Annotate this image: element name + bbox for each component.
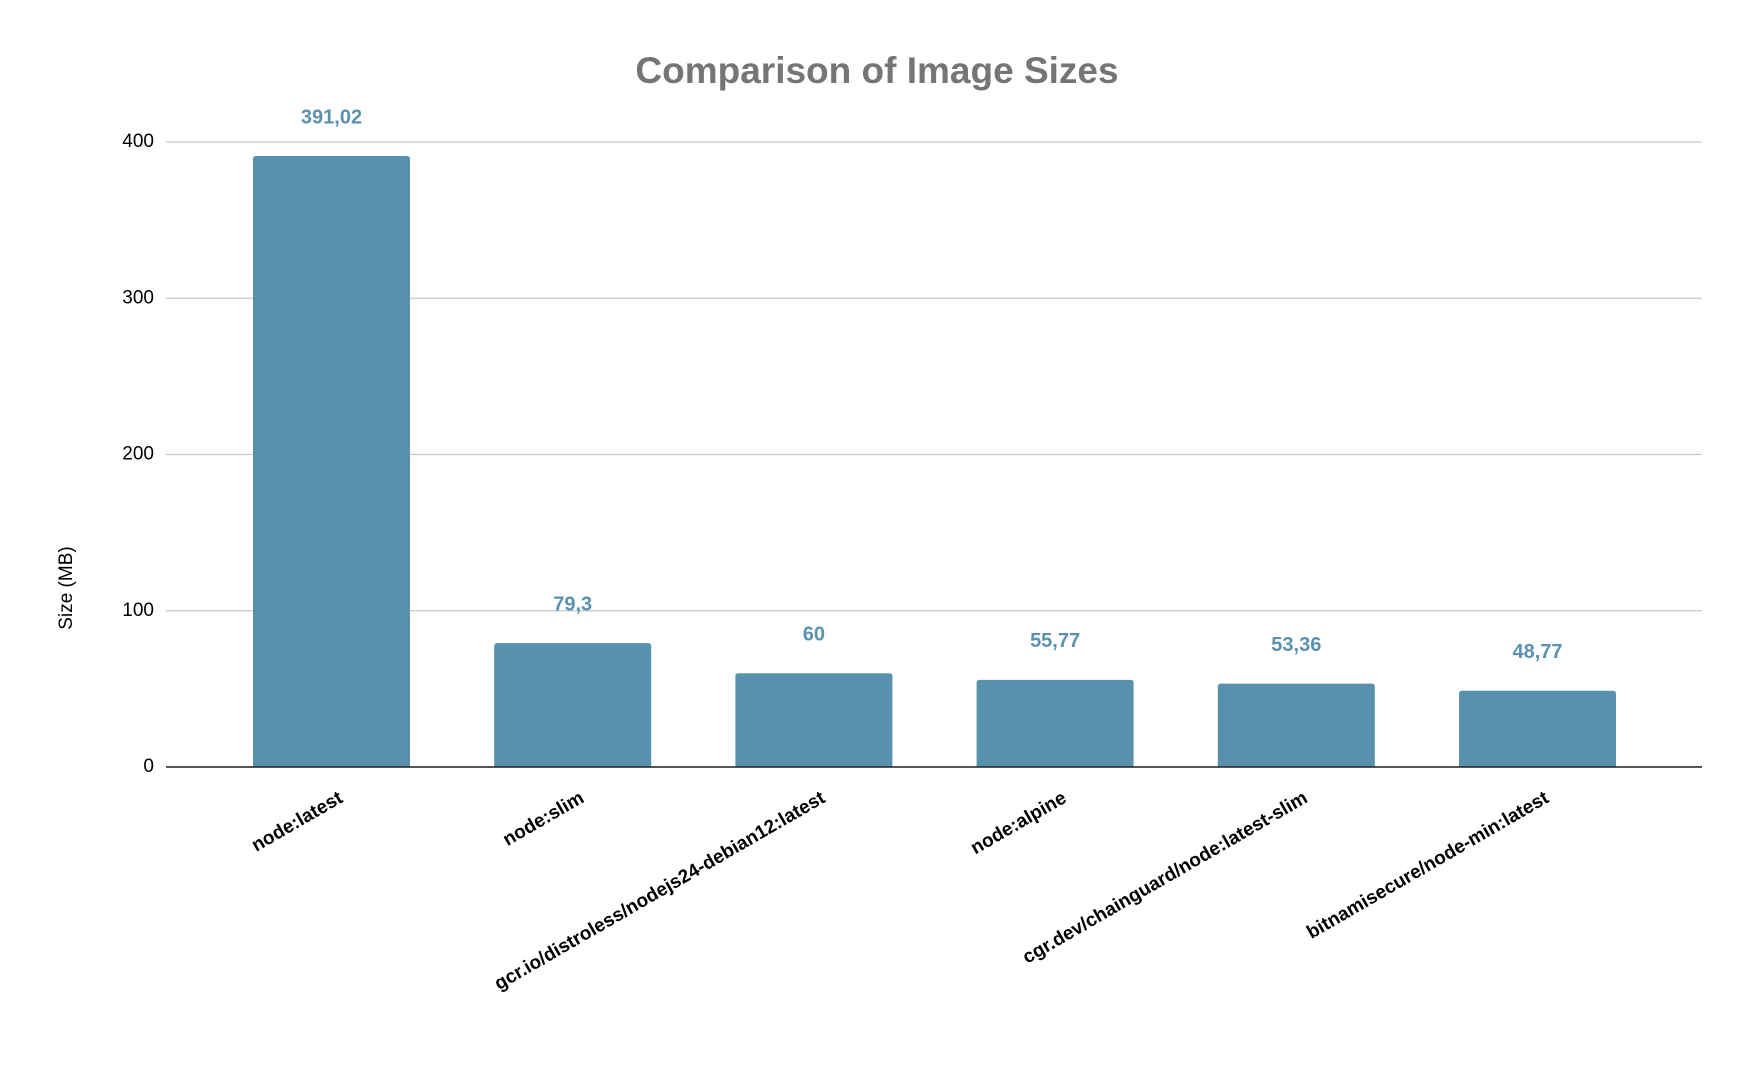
bar xyxy=(253,156,410,767)
y-axis-label: Size (MB) xyxy=(56,546,77,629)
bar xyxy=(735,673,893,767)
value-label: 53,36 xyxy=(1271,634,1321,656)
y-tick-label: 300 xyxy=(122,287,154,308)
x-tick-label: node:latest xyxy=(248,787,347,856)
value-label: 60 xyxy=(803,624,825,646)
bar xyxy=(1217,683,1375,767)
bar xyxy=(976,679,1134,767)
value-label: 79,3 xyxy=(553,593,592,615)
x-tick-label: node:slim xyxy=(499,787,587,850)
bar xyxy=(494,643,652,767)
value-label: 391,02 xyxy=(301,106,362,128)
y-tick-label: 200 xyxy=(122,444,154,465)
x-tick-label: bitnamisecure/node-min:latest xyxy=(1303,787,1553,943)
value-label: 55,77 xyxy=(1030,630,1080,652)
y-tick-label: 400 xyxy=(122,131,154,152)
value-label: 48,77 xyxy=(1512,641,1562,663)
y-tick-label: 100 xyxy=(122,600,154,621)
chart-title: Comparison of Image Sizes xyxy=(635,50,1118,91)
x-tick-label: cgr.dev/chainguard/node:latest-slim xyxy=(1019,787,1311,968)
y-tick-label: 0 xyxy=(143,756,154,777)
x-tick-label: node:alpine xyxy=(967,787,1070,858)
bar xyxy=(1459,690,1616,767)
